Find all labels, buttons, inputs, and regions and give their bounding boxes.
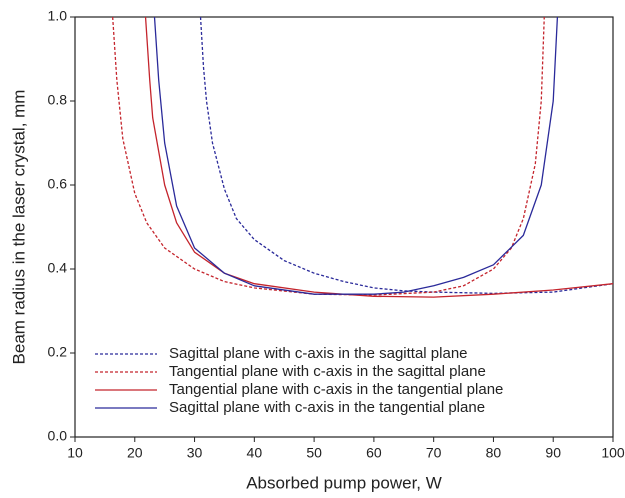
x-tick-label: 70	[426, 445, 442, 461]
x-tick-label: 60	[366, 445, 382, 461]
legend-label: Sagittal plane with c-axis in the sagitt…	[169, 345, 468, 362]
x-tick-label: 20	[127, 445, 143, 461]
y-tick-label: 0.2	[48, 344, 68, 360]
x-tick-label: 80	[486, 445, 502, 461]
y-tick-label: 1.0	[48, 8, 68, 24]
x-tick-label: 10	[67, 445, 83, 461]
y-tick-label: 0.8	[48, 92, 68, 108]
series-line	[153, 17, 559, 295]
x-tick-label: 30	[187, 445, 203, 461]
series-line	[144, 17, 613, 298]
y-axis-title: Beam radius in the laser crystal, mm	[9, 90, 28, 365]
x-tick-label: 90	[545, 445, 561, 461]
x-tick-label: 40	[247, 445, 263, 461]
legend-label: Sagittal plane with c-axis in the tangen…	[169, 399, 485, 416]
y-tick-label: 0.4	[48, 260, 68, 276]
y-tick-label: 0.6	[48, 176, 68, 192]
series-line	[199, 17, 613, 295]
legend-label: Tangential plane with c-axis in the sagi…	[169, 363, 486, 380]
curves	[112, 17, 613, 298]
x-tick-label: 50	[306, 445, 322, 461]
x-axis-title: Absorbed pump power, W	[246, 473, 442, 492]
plot-frame	[74, 16, 614, 438]
legend-label: Tangential plane with c-axis in the tang…	[169, 381, 503, 398]
x-tick-label: 100	[601, 445, 625, 461]
series-line	[112, 17, 545, 296]
y-tick-label: 0.0	[48, 428, 68, 444]
